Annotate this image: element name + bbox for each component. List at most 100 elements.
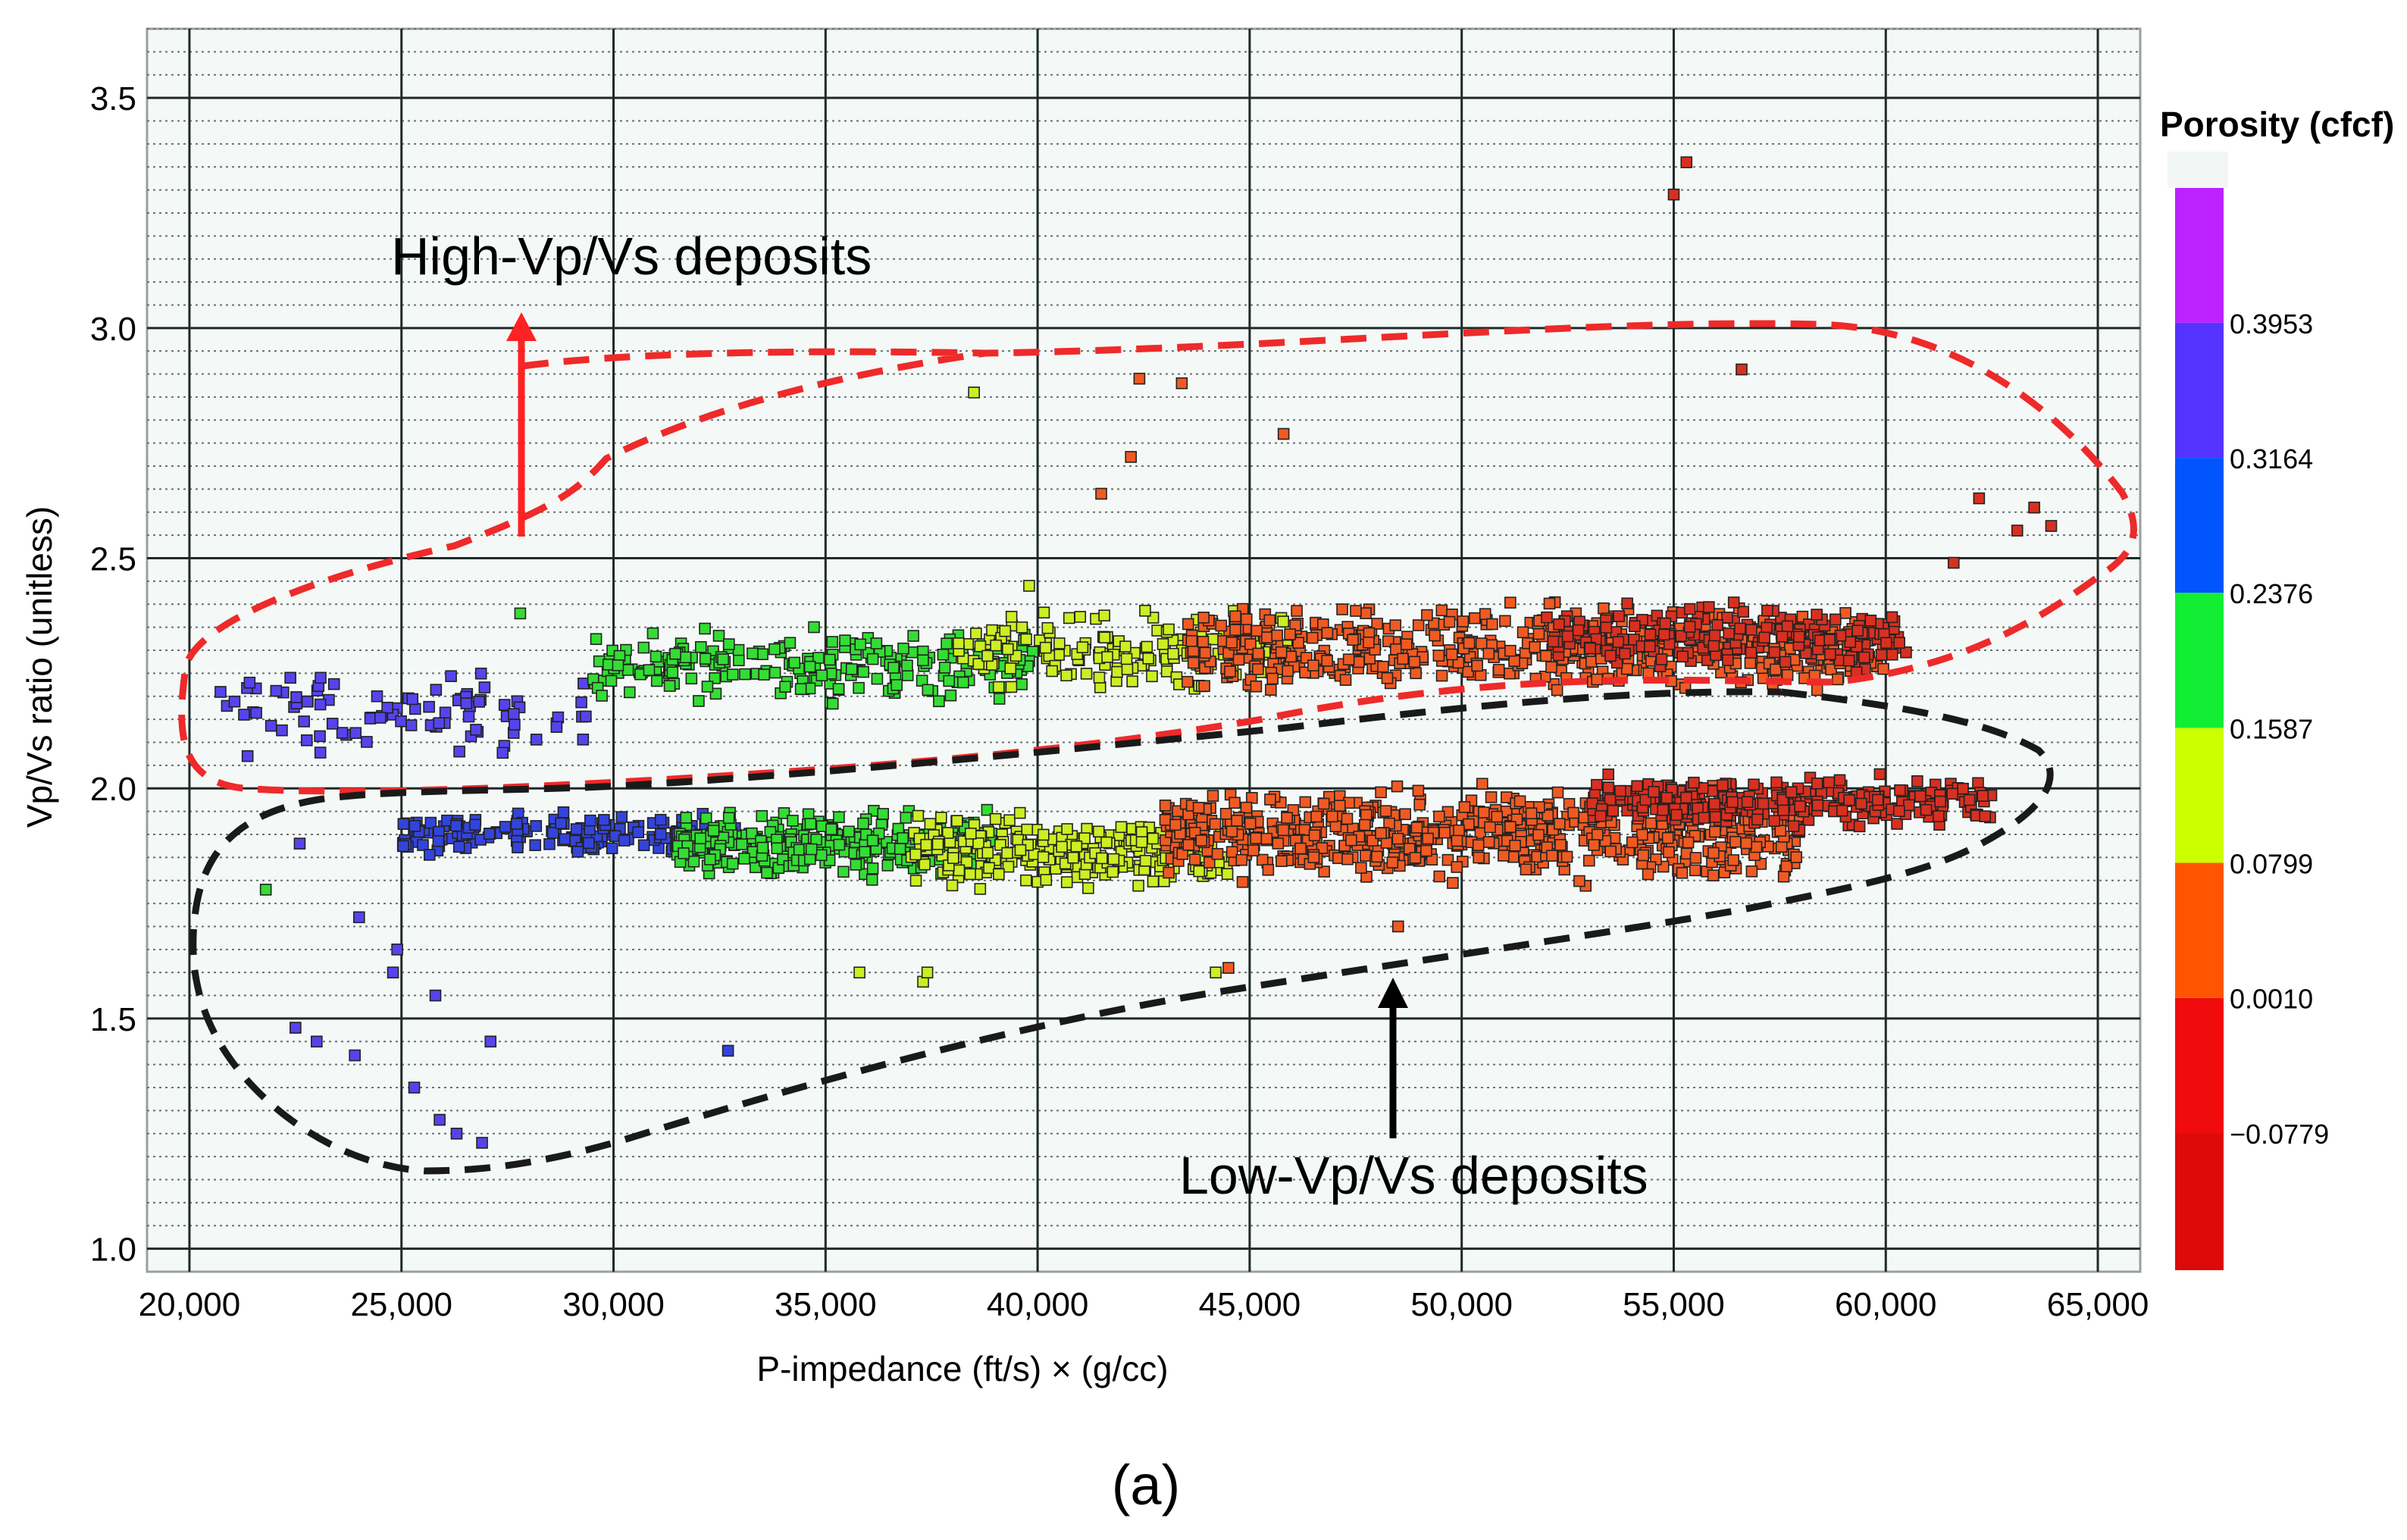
data-point <box>1825 663 1837 676</box>
data-point <box>1613 610 1625 622</box>
data-point <box>1824 648 1836 661</box>
data-point <box>1133 372 1146 385</box>
data-point <box>1193 865 1206 878</box>
data-point <box>981 803 994 816</box>
data-point <box>1381 671 1394 684</box>
data-point <box>1642 868 1654 881</box>
data-point <box>687 855 700 868</box>
data-point <box>1560 850 1573 863</box>
data-point <box>1182 675 1194 688</box>
data-point <box>1880 637 1892 649</box>
data-point <box>1957 782 1969 795</box>
data-point <box>624 686 636 699</box>
data-point <box>1683 621 1696 633</box>
data-point <box>1185 634 1198 647</box>
data-point <box>1703 601 1715 613</box>
data-point <box>693 695 705 707</box>
data-point <box>577 733 590 746</box>
data-point <box>833 811 845 824</box>
data-point <box>1727 854 1740 866</box>
data-point <box>1737 606 1750 618</box>
data-point <box>717 653 729 665</box>
data-point <box>931 838 944 850</box>
data-point <box>483 828 496 840</box>
data-point <box>935 812 947 824</box>
data-point <box>1215 619 1228 632</box>
data-point <box>1098 609 1110 621</box>
data-point <box>571 846 584 858</box>
data-point <box>1379 805 1392 817</box>
data-point <box>430 684 443 696</box>
data-point <box>2045 520 2058 532</box>
data-point <box>408 703 421 715</box>
data-point <box>276 724 288 737</box>
data-point <box>1221 868 1234 880</box>
x-tick-label: 20,000 <box>139 1286 241 1323</box>
colorbar-band <box>2175 1133 2224 1270</box>
data-point <box>499 821 512 833</box>
data-point <box>1631 780 1643 793</box>
data-point <box>804 818 817 830</box>
data-point <box>1831 673 1844 686</box>
data-point <box>1284 628 1296 640</box>
data-point <box>1147 875 1160 887</box>
data-point <box>1776 631 1789 643</box>
data-point <box>768 666 781 679</box>
data-point <box>1780 860 1793 872</box>
data-point <box>1902 799 1915 812</box>
data-point <box>1751 813 1764 826</box>
data-point <box>721 1044 734 1057</box>
data-point <box>1005 610 1018 623</box>
data-point <box>371 690 383 703</box>
data-point <box>1722 654 1734 666</box>
data-point <box>924 818 937 830</box>
data-point <box>1142 653 1154 665</box>
data-point <box>584 814 596 827</box>
data-point <box>1053 637 1066 649</box>
data-point <box>1676 866 1689 879</box>
data-point <box>1726 796 1739 809</box>
data-point <box>1438 826 1451 839</box>
data-point <box>1620 662 1633 675</box>
data-point <box>1525 807 1538 820</box>
data-point <box>1291 605 1303 617</box>
data-point <box>1877 662 1889 675</box>
x-tick-label: 55,000 <box>1623 1286 1725 1323</box>
data-point <box>1326 810 1338 823</box>
y-tick-label: 3.0 <box>90 311 136 348</box>
data-point <box>1787 820 1800 832</box>
data-point <box>901 659 913 671</box>
data-point <box>228 695 241 708</box>
data-point <box>1096 852 1108 865</box>
data-point <box>1360 809 1373 822</box>
data-point <box>1445 648 1458 661</box>
data-point <box>1683 603 1696 615</box>
data-point <box>1157 638 1169 650</box>
colorbar-ticks: −0.0779 0.0010 0.0799 0.1587 0.2376 0.3164 0.3… <box>2230 308 2329 1150</box>
data-point <box>1409 852 1422 864</box>
colorbar-band <box>2175 728 2224 863</box>
data-point <box>2028 501 2040 514</box>
data-point <box>1585 656 1598 668</box>
data-point <box>1584 642 1597 655</box>
data-point <box>678 847 690 859</box>
data-point <box>530 820 543 832</box>
data-point <box>1391 920 1404 933</box>
data-point <box>1811 799 1824 812</box>
data-point <box>1507 850 1520 863</box>
data-point <box>2011 524 2024 537</box>
data-point <box>1823 776 1836 789</box>
data-point <box>1264 793 1276 806</box>
data-point <box>1187 656 1200 669</box>
data-point <box>1222 962 1235 974</box>
data-point <box>1377 660 1389 673</box>
data-point <box>845 663 858 675</box>
data-point <box>1294 842 1307 855</box>
data-point <box>707 825 720 837</box>
data-point <box>450 1127 463 1140</box>
data-point <box>1644 628 1657 641</box>
data-point <box>1229 624 1241 636</box>
y-axis-ticks: 1.0 1.5 2.0 2.5 3.0 3.5 <box>90 80 136 1269</box>
data-point <box>890 679 903 691</box>
data-point <box>1504 596 1517 609</box>
